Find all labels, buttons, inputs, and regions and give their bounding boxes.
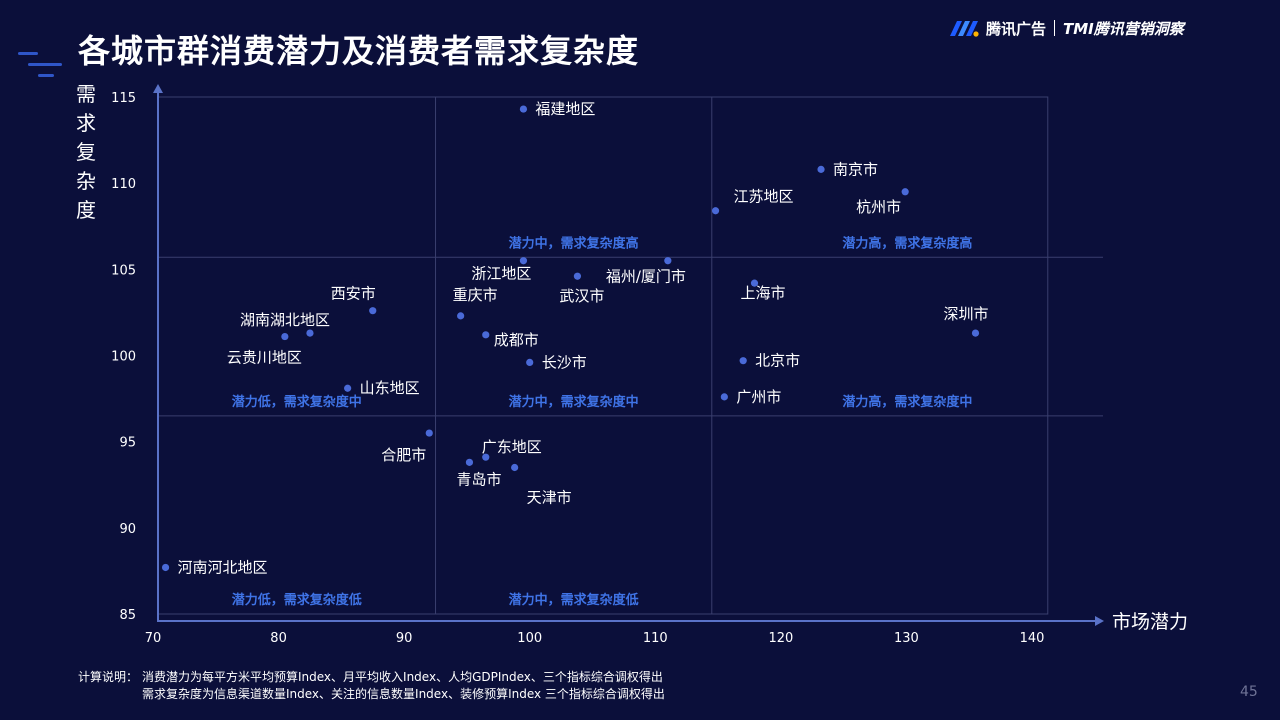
y-tick-label: 110	[111, 177, 136, 192]
x-axis-title: 市场潜力	[1112, 611, 1189, 633]
page-number: 45	[1240, 684, 1258, 700]
quadrant-label: 潜力中，需求复杂度中	[509, 394, 639, 410]
y-tick-label: 95	[119, 436, 136, 451]
data-point	[161, 563, 170, 572]
note-line-2: 需求复杂度为信息渠道数量Index、关注的信息数量Index、装修预算Index…	[142, 687, 665, 701]
y-axis-title: 需求复杂度	[76, 82, 96, 222]
data-point	[511, 463, 519, 472]
x-tick-label: 80	[270, 631, 287, 646]
data-point-label: 江苏地区	[734, 188, 794, 206]
data-point	[344, 384, 352, 392]
quadrant-label: 潜力高，需求复杂度中	[842, 394, 972, 410]
note-label: 计算说明：	[78, 670, 139, 684]
data-point	[519, 105, 528, 113]
note-line-1: 计算说明： 消费潜力为每平方米平均预算Index、月平均收入Index、人均GDP…	[78, 669, 665, 686]
quadrant-label: 潜力中，需求复杂度低	[509, 592, 639, 608]
x-axis-arrow-icon	[1095, 616, 1104, 626]
x-tick-label: 110	[643, 631, 668, 646]
brand-tmi: TMI腾讯营销洞察	[1063, 19, 1184, 38]
data-point-label: 深圳市	[943, 305, 988, 323]
data-point	[482, 453, 490, 461]
data-point	[720, 393, 728, 401]
data-point-label: 福建地区	[535, 100, 595, 118]
data-point	[281, 332, 289, 341]
data-point	[573, 272, 582, 280]
x-tick-label: 90	[396, 631, 413, 646]
title-decoration	[28, 63, 62, 66]
data-point	[750, 279, 759, 287]
data-point-label: 合肥市	[381, 446, 426, 464]
data-point-label: 湖南湖北地区	[240, 311, 330, 329]
quadrant-label: 潜力低，需求复杂度低	[232, 592, 362, 608]
data-point-label: 成都市	[494, 331, 539, 349]
data-point-label: 广州市	[736, 388, 781, 406]
quadrant-label: 潜力高，需求复杂度高	[842, 235, 972, 251]
data-point-label: 西安市	[331, 285, 376, 303]
data-point-label: 南京市	[833, 160, 878, 178]
data-point-label: 浙江地区	[471, 265, 531, 283]
x-tick-label: 140	[1020, 631, 1045, 646]
x-tick-label: 130	[894, 631, 919, 646]
y-tick-label: 115	[111, 91, 136, 106]
data-point-label: 北京市	[755, 352, 800, 370]
data-point	[425, 429, 433, 437]
data-point-label: 福州/厦门市	[606, 268, 686, 286]
data-point-label: 上海市	[740, 284, 785, 302]
note-text-1: 消费潜力为每平方米平均预算Index、月平均收入Index、人均GDPIndex…	[142, 670, 663, 684]
data-point-label: 云贵川地区	[227, 349, 302, 367]
page-title: 各城市群消费潜力及消费者需求复杂度	[78, 32, 640, 70]
x-tick-label: 100	[517, 631, 542, 646]
data-point	[971, 329, 980, 337]
y-axis-arrow-icon	[153, 84, 163, 93]
data-point-label: 武汉市	[559, 287, 604, 305]
data-point-label: 河南河北地区	[178, 558, 268, 576]
data-point	[739, 357, 747, 365]
y-tick-label: 85	[119, 608, 136, 623]
data-point	[817, 165, 825, 173]
title-decoration	[38, 74, 54, 77]
title-decoration	[18, 52, 38, 55]
data-point	[711, 207, 720, 215]
data-point	[457, 312, 465, 320]
data-point	[482, 331, 490, 339]
data-point	[519, 257, 528, 265]
data-point	[526, 358, 534, 366]
brand-name: 腾讯广告	[986, 19, 1047, 38]
y-tick-label: 90	[119, 522, 136, 537]
y-tick-label: 105	[111, 263, 136, 278]
data-point	[306, 329, 314, 337]
calculation-note: 计算说明： 消费潜力为每平方米平均预算Index、月平均收入Index、人均GDP…	[78, 669, 665, 703]
data-point-label: 山东地区	[360, 379, 420, 397]
data-point-label: 重庆市	[453, 286, 498, 304]
data-point-label: 天津市	[527, 489, 572, 507]
x-tick-label: 120	[768, 631, 793, 646]
data-point	[901, 188, 909, 196]
brand-header: 腾讯广告 TMI腾讯营销洞察	[950, 16, 1184, 40]
data-point	[664, 257, 672, 265]
y-tick-label: 100	[111, 350, 136, 365]
data-point-label: 长沙市	[542, 353, 587, 371]
x-tick-label: 70	[145, 631, 162, 646]
quadrant-label: 潜力低，需求复杂度中	[232, 394, 362, 410]
data-point	[369, 307, 377, 315]
data-point	[465, 458, 474, 466]
data-point-label: 青岛市	[456, 470, 501, 488]
data-point-label: 广东地区	[482, 438, 542, 456]
quadrant-label: 潜力中，需求复杂度高	[509, 235, 639, 251]
tencent-ads-logo-icon	[950, 21, 979, 37]
data-point-label: 杭州市	[856, 198, 901, 216]
brand-separator	[1054, 20, 1056, 36]
